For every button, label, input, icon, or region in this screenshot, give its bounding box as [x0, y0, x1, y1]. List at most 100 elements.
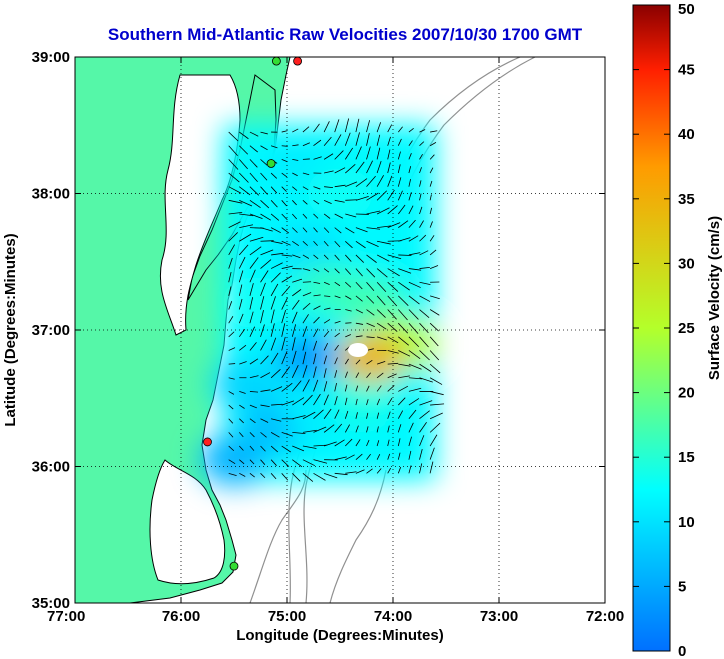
velocity-vector	[376, 372, 384, 379]
velocity-vector	[281, 130, 288, 133]
velocity-vector	[239, 391, 246, 394]
velocity-vector	[291, 324, 297, 337]
velocity-vector	[377, 225, 392, 229]
velocity-vector	[238, 329, 245, 338]
velocity-vector	[344, 397, 348, 406]
velocity-vector	[366, 322, 375, 327]
velocity-vector	[408, 322, 419, 334]
velocity-vector	[228, 432, 234, 438]
velocity-vector	[239, 418, 244, 424]
velocity-vector	[408, 450, 412, 460]
velocity-vector	[419, 266, 430, 269]
velocity-vector	[270, 309, 275, 324]
velocity-vector	[239, 472, 246, 477]
velocity-vector	[419, 350, 430, 361]
velocity-vector	[334, 320, 341, 324]
velocity-vector	[366, 268, 376, 278]
velocity-vector	[366, 468, 373, 474]
velocity-vector	[355, 240, 366, 249]
velocity-vector	[238, 313, 244, 324]
velocity-vector	[313, 353, 317, 365]
velocity-vector	[302, 473, 314, 482]
site-marker	[229, 561, 239, 571]
velocity-vector	[387, 411, 391, 419]
velocity-vector	[324, 307, 331, 310]
velocity-vector	[397, 424, 402, 433]
velocity-vector	[271, 403, 283, 406]
velocity-vector	[302, 379, 310, 392]
velocity-vector	[239, 361, 247, 365]
velocity-vector	[239, 186, 251, 196]
velocity-vector	[376, 309, 386, 318]
velocity-vector	[429, 235, 435, 242]
velocity-vector	[408, 465, 412, 474]
velocity-vector	[281, 351, 288, 365]
velocity-vector	[398, 220, 409, 228]
velocity-vector	[302, 365, 308, 378]
velocity-vector	[323, 199, 332, 204]
velocity-vector	[366, 120, 371, 133]
velocity-vector	[228, 472, 237, 477]
velocity-vector	[249, 145, 258, 153]
velocity-vector	[397, 452, 401, 460]
velocity-vector	[376, 322, 387, 330]
velocity-vector	[397, 466, 402, 474]
velocity-vector	[366, 412, 369, 419]
velocity-vector	[228, 271, 232, 283]
velocity-vector	[344, 118, 350, 133]
velocity-vector	[334, 241, 341, 248]
velocity-vector	[292, 186, 298, 191]
velocity-vector	[260, 418, 269, 423]
velocity-vector	[366, 399, 369, 406]
velocity-vector	[419, 234, 427, 242]
velocity-vector	[387, 281, 399, 292]
velocity-vector	[419, 167, 422, 174]
velocity-vector	[249, 283, 254, 296]
velocity-vector	[376, 122, 382, 133]
velocity-vector	[334, 344, 339, 351]
velocity-vector	[387, 175, 393, 187]
velocity-vector	[249, 445, 255, 451]
velocity-vector	[249, 459, 255, 465]
velocity-vector	[228, 211, 243, 215]
velocity-vector	[430, 403, 445, 406]
velocity-vector	[238, 159, 248, 170]
velocity-vector	[334, 119, 340, 133]
velocity-vector	[344, 384, 348, 392]
velocity-vector	[397, 126, 403, 133]
velocity-vector	[302, 254, 310, 259]
velocity-vector	[228, 159, 239, 170]
velocity-vector	[228, 347, 236, 351]
velocity-vector	[228, 377, 235, 380]
velocity-vector	[260, 445, 266, 452]
velocity-vector	[281, 285, 291, 297]
velocity-vector	[387, 136, 391, 146]
velocity-vector	[228, 445, 235, 452]
velocity-vector	[313, 305, 321, 310]
velocity-vector	[408, 281, 421, 288]
velocity-vector	[302, 411, 316, 420]
velocity-vector	[249, 375, 259, 379]
velocity-vector	[249, 404, 257, 409]
velocity-vector	[228, 404, 234, 410]
velocity-vector	[387, 373, 397, 379]
velocity-vector	[334, 332, 340, 338]
velocity-vector	[313, 254, 319, 260]
velocity-vector	[249, 236, 264, 242]
velocity-vector	[323, 441, 337, 447]
velocity-vector	[238, 256, 246, 269]
velocity-vector	[398, 336, 409, 346]
velocity-vector	[313, 328, 319, 338]
velocity-vector	[270, 213, 280, 221]
chart-title: Southern Mid-Atlantic Raw Velocities 200…	[108, 25, 583, 44]
grid	[75, 57, 605, 603]
velocity-vector	[408, 252, 421, 256]
velocity-vector	[408, 336, 420, 348]
site-marker	[293, 57, 302, 66]
velocity-vector	[429, 350, 440, 361]
velocity-vector	[238, 284, 243, 296]
velocity-vector	[355, 412, 358, 419]
velocity-vector	[334, 268, 340, 274]
velocity-vector	[270, 337, 277, 351]
velocity-vector	[249, 199, 261, 209]
